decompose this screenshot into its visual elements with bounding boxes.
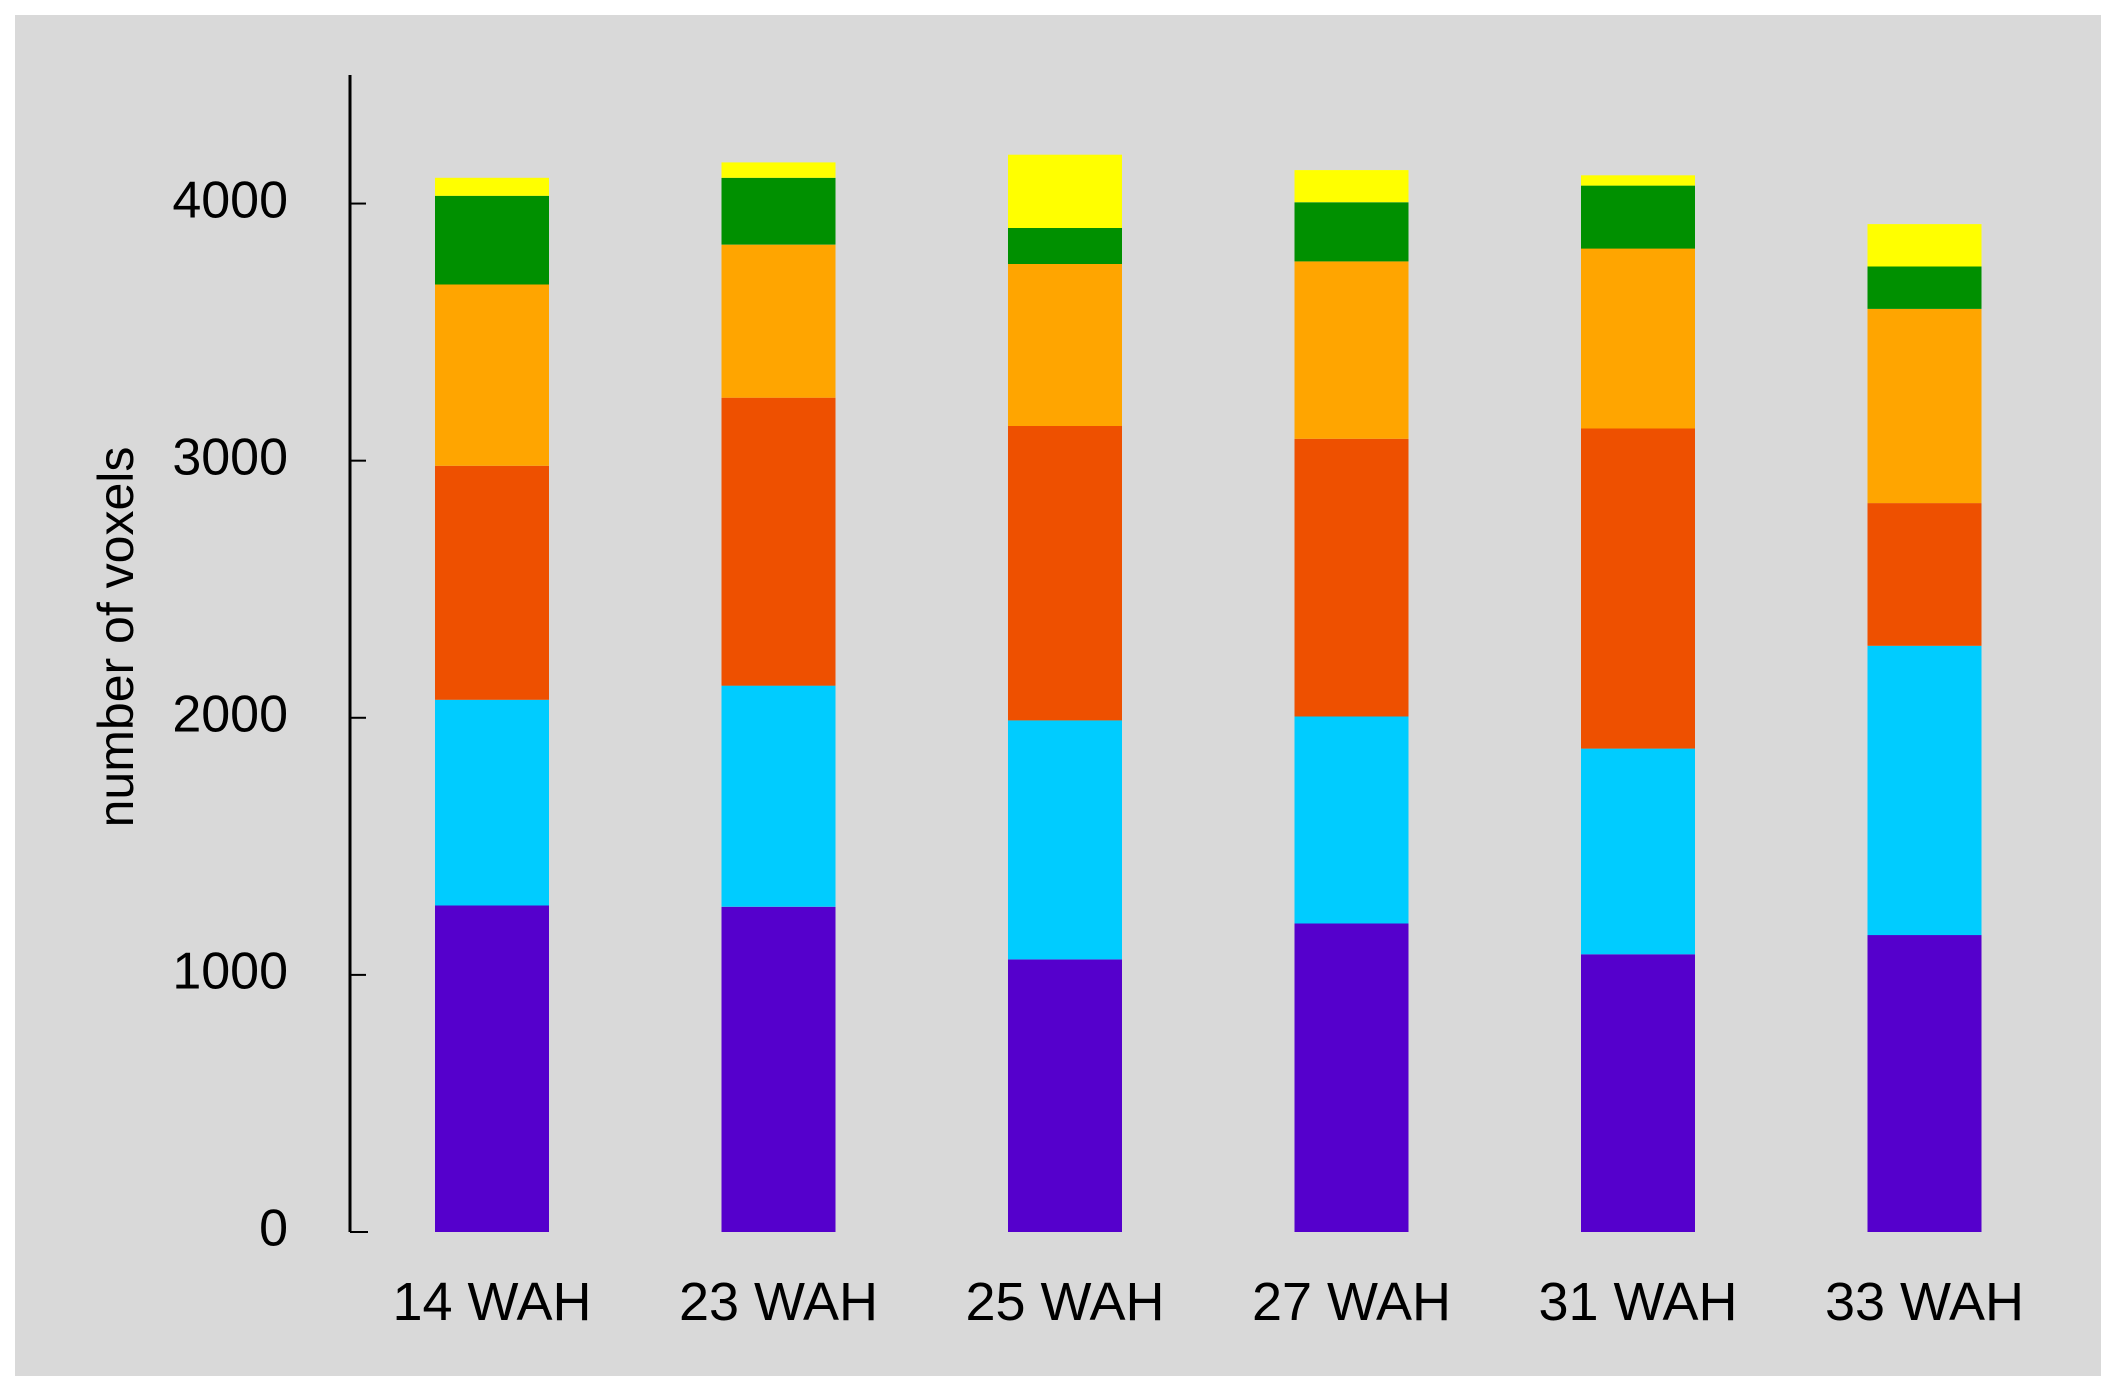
x-category-label-2: 23 WAH bbox=[679, 1272, 878, 1332]
bar-segment-5-2 bbox=[1581, 748, 1695, 955]
bar-segment-3-2 bbox=[1008, 720, 1122, 960]
bar-segment-2-5 bbox=[721, 177, 836, 245]
bar-segment-4-3 bbox=[1294, 438, 1409, 717]
bar-segment-5-6 bbox=[1581, 175, 1695, 186]
bar-segment-1-1 bbox=[435, 905, 549, 1232]
x-category-label-1: 14 WAH bbox=[392, 1272, 591, 1332]
bar-segment-3-6 bbox=[1008, 154, 1122, 228]
bar-segment-4-1 bbox=[1294, 923, 1409, 1232]
bar-segment-5-1 bbox=[1581, 954, 1695, 1232]
y-tick-label-1000: 1000 bbox=[172, 943, 288, 1001]
x-category-label-6: 33 WAH bbox=[1825, 1272, 2024, 1332]
y-tick-labels: 0 1000 2000 3000 4000 bbox=[172, 171, 366, 1258]
bar-segment-2-2 bbox=[721, 685, 836, 907]
bar-segment-5-5 bbox=[1581, 185, 1695, 249]
y-axis-label: number of voxels bbox=[88, 447, 144, 828]
bar-segment-2-6 bbox=[721, 162, 836, 178]
bars-group bbox=[435, 154, 1982, 1232]
bar-segment-2-4 bbox=[721, 244, 836, 398]
bar-segment-6-4 bbox=[1867, 309, 1982, 504]
bar-segment-4-4 bbox=[1294, 261, 1409, 439]
y-tick-label-0: 0 bbox=[259, 1200, 288, 1258]
bar-segment-3-1 bbox=[1008, 959, 1122, 1232]
bar-segment-1-2 bbox=[435, 699, 549, 906]
bar-segment-4-2 bbox=[1294, 716, 1409, 924]
bar-segment-2-3 bbox=[721, 397, 836, 686]
bar-segment-3-4 bbox=[1008, 264, 1122, 426]
bar-segment-5-4 bbox=[1581, 248, 1695, 429]
bar-segment-5-3 bbox=[1581, 428, 1695, 749]
bar-segment-6-2 bbox=[1867, 645, 1982, 936]
bar-segment-1-6 bbox=[435, 177, 549, 196]
x-category-label-5: 31 WAH bbox=[1538, 1272, 1737, 1332]
x-category-label-4: 27 WAH bbox=[1252, 1272, 1451, 1332]
bar-segment-6-6 bbox=[1867, 224, 1982, 267]
bar-segment-6-5 bbox=[1867, 266, 1982, 309]
y-tick-label-4000: 4000 bbox=[172, 171, 288, 229]
x-category-label-3: 25 WAH bbox=[965, 1272, 1164, 1332]
bar-segment-1-5 bbox=[435, 195, 549, 285]
bar-segment-3-3 bbox=[1008, 426, 1122, 721]
x-category-labels: 14 WAH 23 WAH 25 WAH 27 WAH 31 WAH 33 WAH bbox=[392, 1272, 2024, 1332]
y-tick-label-2000: 2000 bbox=[172, 686, 288, 744]
y-tick-label-3000: 3000 bbox=[172, 428, 288, 486]
bar-segment-4-6 bbox=[1294, 170, 1409, 203]
bar-segment-6-3 bbox=[1867, 503, 1982, 646]
bar-segment-6-1 bbox=[1867, 935, 1982, 1232]
bar-segment-4-5 bbox=[1294, 202, 1409, 262]
bar-segment-1-3 bbox=[435, 465, 549, 700]
bar-segment-2-1 bbox=[721, 906, 836, 1232]
bar-segment-3-5 bbox=[1008, 228, 1122, 264]
bar-segment-1-4 bbox=[435, 284, 549, 466]
